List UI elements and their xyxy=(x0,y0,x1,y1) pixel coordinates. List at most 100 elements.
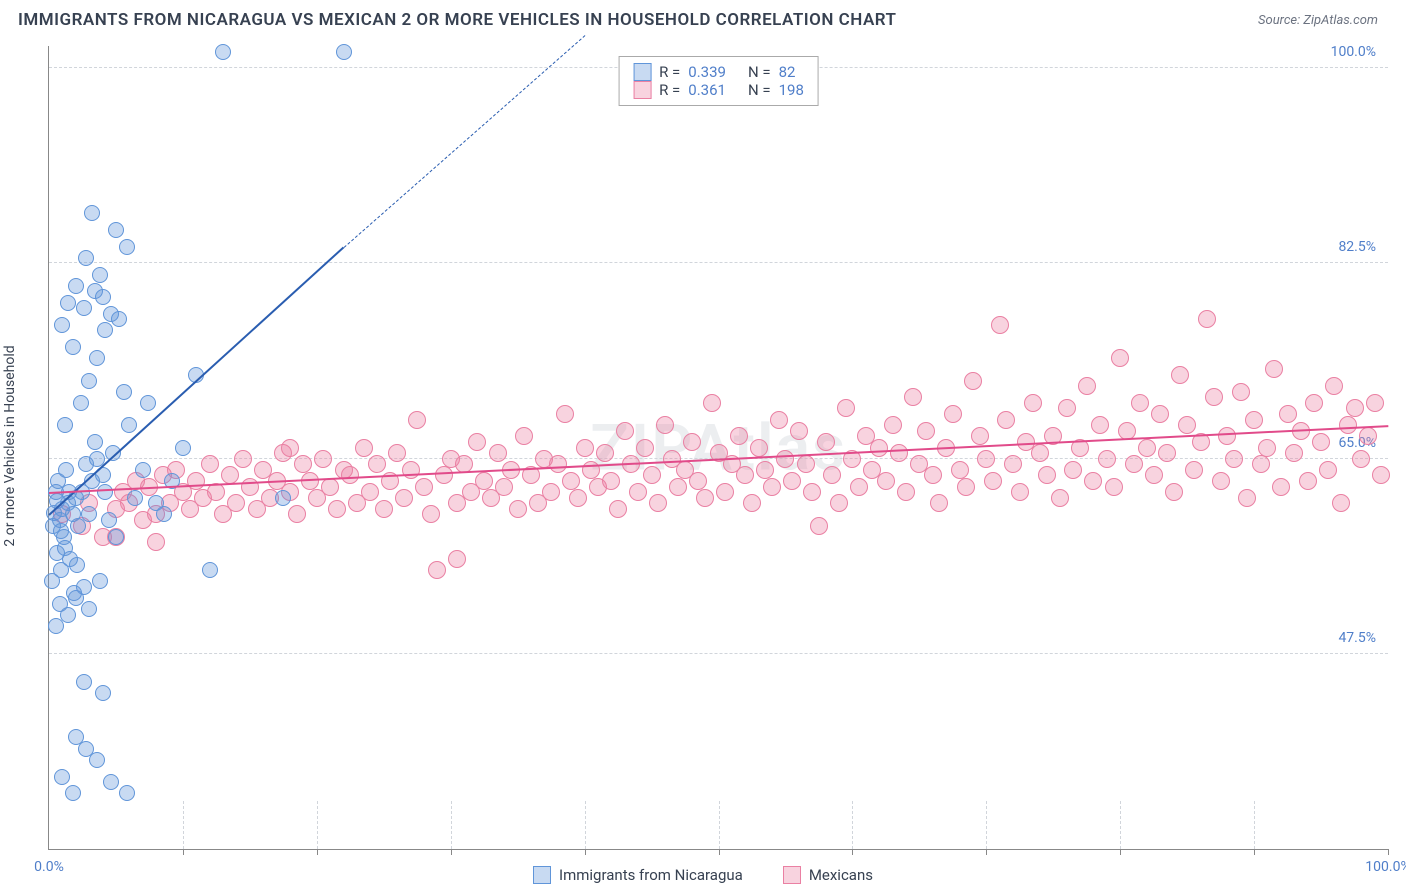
data-point xyxy=(569,489,587,507)
series-label-b: Mexicans xyxy=(809,866,873,884)
data-point xyxy=(1084,472,1102,490)
data-point xyxy=(127,490,143,506)
data-point xyxy=(1138,439,1156,457)
data-point xyxy=(1185,461,1203,479)
data-point xyxy=(1312,433,1330,451)
data-point xyxy=(89,752,105,768)
x-max-label: 100.0% xyxy=(1365,859,1406,875)
data-point xyxy=(803,483,821,501)
gridline-v xyxy=(1254,801,1255,849)
data-point xyxy=(202,562,218,578)
x-tick xyxy=(451,849,452,855)
data-point xyxy=(656,416,674,434)
r-label: R = xyxy=(659,63,680,81)
data-point xyxy=(964,372,982,390)
data-point xyxy=(84,205,100,221)
n-value-b: 198 xyxy=(779,81,804,99)
swatch-nicaragua xyxy=(533,866,551,884)
data-point xyxy=(750,439,768,457)
data-point xyxy=(1272,478,1290,496)
gridline-v xyxy=(183,801,184,849)
data-point xyxy=(743,494,761,512)
data-point xyxy=(616,422,634,440)
data-point xyxy=(201,455,219,473)
data-point xyxy=(1325,377,1343,395)
data-point xyxy=(1024,394,1042,412)
data-point xyxy=(1091,416,1109,434)
data-point xyxy=(140,395,156,411)
x-min-label: 0.0% xyxy=(34,859,64,875)
data-point xyxy=(175,440,191,456)
data-point xyxy=(1346,399,1364,417)
data-point xyxy=(375,500,393,518)
x-tick xyxy=(986,849,987,855)
data-point xyxy=(1058,399,1076,417)
data-point xyxy=(683,433,701,451)
data-point xyxy=(930,494,948,512)
x-tick xyxy=(1254,849,1255,855)
r-label: R = xyxy=(659,81,680,99)
data-point xyxy=(776,450,794,468)
data-point xyxy=(73,395,89,411)
data-point xyxy=(1218,427,1236,445)
gridline-v xyxy=(451,801,452,849)
data-point xyxy=(135,462,151,478)
y-tick-label: 47.5% xyxy=(1338,630,1376,646)
x-tick xyxy=(183,849,184,855)
data-point xyxy=(1212,472,1230,490)
data-point xyxy=(95,685,111,701)
chart-plot-area: ZIPAtlas 47.5%65.0%82.5%100.0% R = 0.339… xyxy=(48,46,1388,850)
chart-title: IMMIGRANTS FROM NICARAGUA VS MEXICAN 2 O… xyxy=(18,10,897,30)
data-point xyxy=(951,461,969,479)
data-point xyxy=(1171,366,1189,384)
data-point xyxy=(810,517,828,535)
data-point xyxy=(78,250,94,266)
data-point xyxy=(336,44,352,60)
data-point xyxy=(60,295,76,311)
data-point xyxy=(770,411,788,429)
data-point xyxy=(1098,450,1116,468)
data-point xyxy=(227,494,245,512)
swatch-mexican xyxy=(783,866,801,884)
data-point xyxy=(1352,450,1370,468)
data-point xyxy=(69,557,85,573)
x-tick xyxy=(317,849,318,855)
data-point xyxy=(1252,455,1270,473)
data-point xyxy=(281,439,299,457)
data-point xyxy=(1051,489,1069,507)
data-point xyxy=(116,384,132,400)
data-point xyxy=(689,472,707,490)
data-point xyxy=(81,601,97,617)
data-point xyxy=(515,427,533,445)
data-point xyxy=(1232,383,1250,401)
x-tick xyxy=(852,849,853,855)
data-point xyxy=(95,289,111,305)
data-point xyxy=(395,489,413,507)
swatch-nicaragua xyxy=(633,63,651,81)
data-point xyxy=(92,573,108,589)
data-point xyxy=(1011,483,1029,501)
data-point xyxy=(562,472,580,490)
data-point xyxy=(65,339,81,355)
data-point xyxy=(643,466,661,484)
r-value-b: 0.361 xyxy=(688,81,726,99)
data-point xyxy=(1359,427,1377,445)
data-point xyxy=(428,561,446,579)
data-point xyxy=(101,512,117,528)
x-tick xyxy=(1388,849,1389,855)
data-point xyxy=(696,489,714,507)
data-point xyxy=(275,490,291,506)
data-point xyxy=(817,433,835,451)
data-point xyxy=(314,450,332,468)
data-point xyxy=(76,674,92,690)
data-point xyxy=(489,444,507,462)
data-point xyxy=(81,506,97,522)
data-point xyxy=(1299,472,1317,490)
data-point xyxy=(837,399,855,417)
data-point xyxy=(542,483,560,501)
data-point xyxy=(917,422,935,440)
n-label: N = xyxy=(748,63,771,81)
data-point xyxy=(1372,466,1390,484)
data-point xyxy=(576,439,594,457)
data-point xyxy=(783,472,801,490)
